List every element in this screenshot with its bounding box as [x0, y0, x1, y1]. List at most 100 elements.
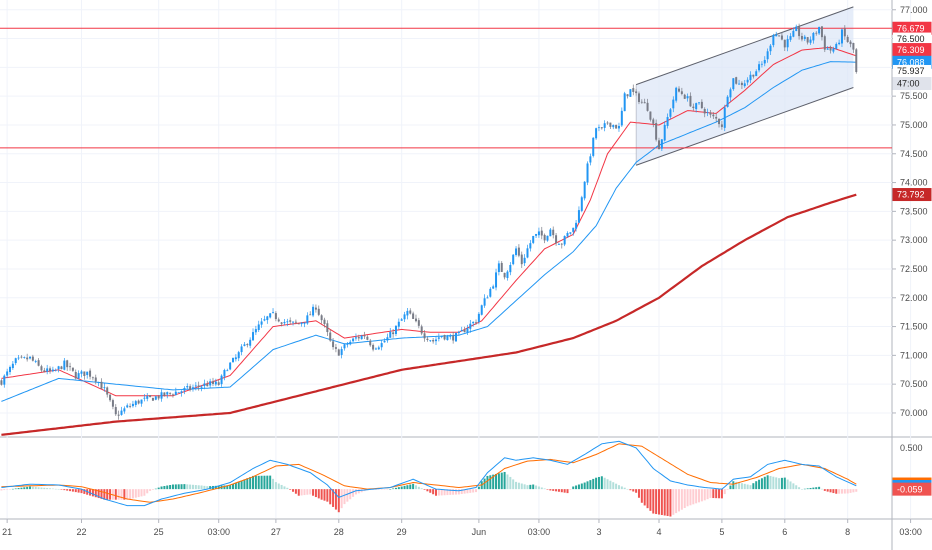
candle-body — [197, 385, 200, 387]
candle-body — [366, 336, 369, 340]
candle-body — [755, 71, 758, 77]
candle-body — [577, 210, 580, 223]
histogram-bar — [475, 489, 478, 493]
histogram-bar — [243, 479, 246, 490]
x-tick-label: 03:00 — [899, 527, 922, 537]
histogram-bar — [600, 476, 603, 490]
price-tag: 76.309 — [892, 43, 932, 57]
histogram-bar — [520, 483, 523, 490]
candle-body — [786, 39, 789, 48]
candle-body — [720, 124, 723, 127]
histogram-bar — [632, 489, 635, 492]
histogram-bar — [177, 484, 180, 490]
histogram-bar — [812, 487, 815, 490]
histogram-bar — [91, 489, 94, 497]
histogram-bar — [263, 475, 266, 490]
histogram-bar — [492, 474, 495, 490]
histogram-bar — [186, 484, 189, 490]
histogram-bar — [460, 489, 463, 495]
histogram-bar — [194, 485, 197, 490]
candle-body — [466, 328, 469, 333]
price-tag: -0.059 — [892, 482, 932, 496]
histogram-bar — [383, 489, 386, 490]
histogram-bar — [806, 488, 809, 490]
histogram-bar — [732, 481, 735, 490]
candle-body — [749, 74, 752, 81]
histogram-bar — [77, 489, 80, 493]
histogram-bar — [623, 487, 626, 490]
candle-body — [549, 229, 552, 237]
histogram-bar — [457, 489, 460, 495]
channel-lower-line — [635, 87, 854, 166]
candle-body — [143, 397, 146, 399]
x-tick-label: 22 — [76, 527, 86, 537]
price-tag-label: 76.309 — [897, 45, 925, 55]
candle-body — [131, 403, 134, 407]
histogram-bar — [329, 489, 332, 505]
histogram-bar — [749, 485, 752, 490]
histogram-bar — [606, 479, 609, 490]
histogram-bar — [555, 489, 558, 492]
histogram-bar — [455, 489, 458, 495]
histogram-bar — [406, 485, 409, 490]
histogram-bar — [835, 489, 838, 494]
candle-body — [186, 386, 189, 388]
horizontal-lines[interactable] — [0, 27, 892, 149]
candle-body — [443, 335, 446, 340]
histogram-bar — [595, 477, 598, 490]
histogram-bar — [51, 488, 54, 490]
histogram-bar — [163, 486, 166, 490]
price-tag-bg — [892, 482, 932, 496]
moving-average-ema_mid — [1, 61, 857, 402]
candle-body — [389, 331, 392, 338]
histogram-bar — [63, 489, 66, 491]
candle-body — [632, 88, 635, 92]
histogram-bar — [829, 489, 832, 493]
candle-body — [243, 344, 246, 346]
histogram-bar — [97, 489, 100, 499]
candle-body — [592, 137, 595, 156]
x-tick-label: 03:00 — [207, 527, 230, 537]
histogram-bar — [343, 489, 346, 505]
histogram-bar — [71, 489, 74, 492]
candle-body — [57, 366, 60, 370]
histogram-bar — [429, 489, 432, 493]
moving-average-ema_slow — [1, 193, 857, 436]
histogram-bar — [83, 489, 86, 494]
histogram-bar — [615, 483, 618, 490]
histogram-bar — [169, 485, 172, 490]
candle-body — [352, 338, 355, 342]
x-tick-label: 8 — [845, 527, 850, 537]
candle-body — [183, 388, 186, 391]
candle-body — [449, 336, 452, 338]
histogram-bar — [3, 489, 6, 491]
candle-body — [437, 337, 440, 339]
candle-body — [206, 384, 209, 387]
candle-body — [629, 89, 632, 97]
candle-body — [838, 42, 841, 45]
price-tag: 73.792 — [892, 188, 932, 202]
candle-body — [174, 391, 177, 396]
candle-body — [835, 43, 838, 49]
histogram-bar — [237, 481, 240, 490]
candle-body — [0, 380, 3, 385]
candle-body — [89, 370, 92, 377]
histogram-bar — [209, 486, 212, 490]
candle-body — [689, 95, 692, 107]
candle-body — [615, 124, 618, 129]
candle-body — [134, 401, 137, 405]
candle-body — [232, 358, 235, 363]
price-tag: 76.679 — [892, 21, 932, 35]
histogram-bar — [449, 489, 452, 495]
histogram-bar — [103, 489, 106, 500]
candle-body — [695, 103, 698, 110]
price-tag-label: 73.792 — [897, 190, 925, 200]
histogram-bar — [740, 483, 743, 490]
candle-body — [292, 321, 295, 323]
histogram-bar — [23, 487, 26, 490]
histogram-bar — [57, 489, 60, 490]
histogram-bar — [420, 488, 423, 490]
histogram-bar — [552, 489, 555, 491]
candle-body — [723, 107, 726, 128]
